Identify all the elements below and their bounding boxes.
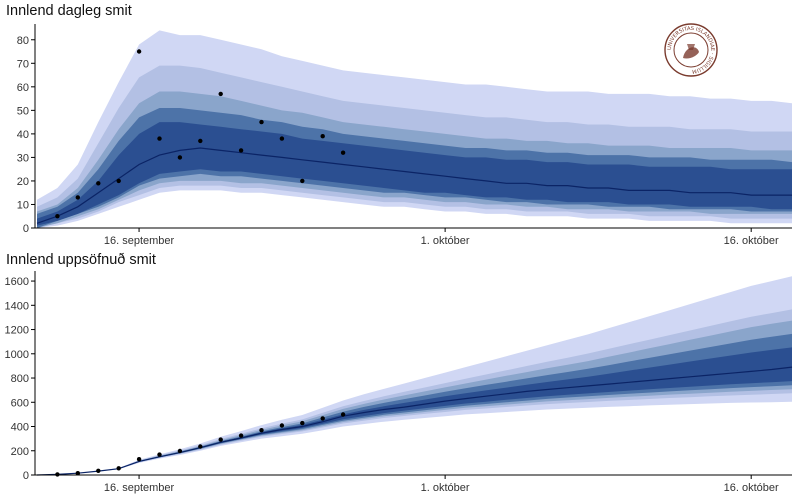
observed-point-panel-0	[259, 119, 264, 125]
observed-point-panel-1	[75, 471, 81, 476]
observed-point-panel-1	[218, 437, 223, 442]
observed-point-panel-1	[116, 466, 121, 471]
observed-point-panel-0	[116, 178, 121, 184]
observed-point-panel-1	[238, 433, 244, 438]
y-tick-label-panel-0: 0	[23, 223, 29, 235]
observed-point-panel-0	[96, 181, 101, 186]
observed-point-panel-1	[96, 468, 101, 473]
y-tick-label-panel-1: 0	[23, 470, 29, 482]
chart-title-cumulative: Innlend uppsöfnuð smit	[6, 252, 156, 268]
x-tick-label-panel-1: 1. október	[421, 482, 470, 494]
y-tick-label-panel-0: 70	[17, 58, 29, 70]
observed-point-panel-1	[320, 416, 325, 421]
band-inner-panel-0	[37, 122, 792, 226]
y-tick-label-panel-0: 60	[17, 82, 29, 94]
x-tick-label-panel-0: 1. október	[421, 235, 470, 247]
observed-point-panel-1	[136, 457, 142, 462]
x-tick-label-panel-1: 16. september	[104, 482, 175, 494]
observed-point-panel-1	[198, 444, 203, 449]
observed-point-panel-0	[55, 214, 60, 219]
observed-point-panel-0	[177, 155, 183, 160]
x-tick-label-panel-1: 16. október	[724, 482, 779, 494]
observed-point-panel-0	[320, 134, 325, 139]
observed-point-panel-1	[177, 448, 183, 454]
x-tick-label-panel-0: 16. október	[724, 235, 779, 247]
y-tick-label-panel-0: 30	[17, 152, 29, 164]
observed-point-panel-0	[238, 148, 244, 153]
y-tick-label-panel-1: 1400	[5, 300, 29, 312]
y-tick-label-panel-1: 400	[11, 422, 29, 434]
chart-title-daily: Innlend dagleg smit	[6, 3, 132, 19]
observed-point-panel-1	[340, 412, 346, 417]
observed-point-panel-1	[279, 423, 285, 428]
x-tick-label-panel-0: 16. september	[104, 235, 175, 247]
observed-point-panel-0	[279, 136, 285, 141]
observed-point-panel-0	[300, 178, 305, 184]
median-line-panel-1	[36, 366, 793, 476]
y-tick-label-panel-1: 800	[11, 373, 29, 385]
university-seal-logo: UNIVERSITAS ISLANDIAE · SIGILLUM	[664, 23, 718, 77]
y-tick-label-panel-1: 1200	[5, 325, 29, 337]
observed-point-panel-1	[259, 428, 264, 433]
observed-point-panel-0	[75, 195, 81, 200]
y-tick-label-panel-0: 20	[17, 176, 29, 188]
observed-point-panel-1	[55, 472, 60, 477]
y-tick-label-panel-0: 50	[17, 105, 29, 117]
y-tick-label-panel-0: 10	[17, 199, 29, 211]
observed-point-panel-0	[198, 138, 203, 144]
observed-point-panel-0	[218, 91, 223, 97]
y-tick-label-panel-1: 1000	[5, 349, 29, 361]
y-tick-label-panel-1: 1600	[5, 276, 29, 288]
observed-point-panel-1	[300, 420, 305, 426]
observed-point-panel-0	[157, 136, 162, 141]
median-line-panel-0	[36, 147, 792, 224]
observed-point-panel-1	[157, 452, 162, 457]
band-inner-panel-1	[37, 347, 792, 475]
observed-point-panel-0	[136, 49, 142, 54]
y-tick-label-panel-0: 40	[17, 129, 29, 141]
y-tick-label-panel-1: 600	[11, 397, 29, 409]
band-b2-panel-1	[37, 309, 792, 475]
observed-point-panel-0	[340, 150, 346, 155]
y-tick-label-panel-0: 80	[17, 35, 29, 47]
y-tick-label-panel-1: 200	[11, 446, 29, 458]
